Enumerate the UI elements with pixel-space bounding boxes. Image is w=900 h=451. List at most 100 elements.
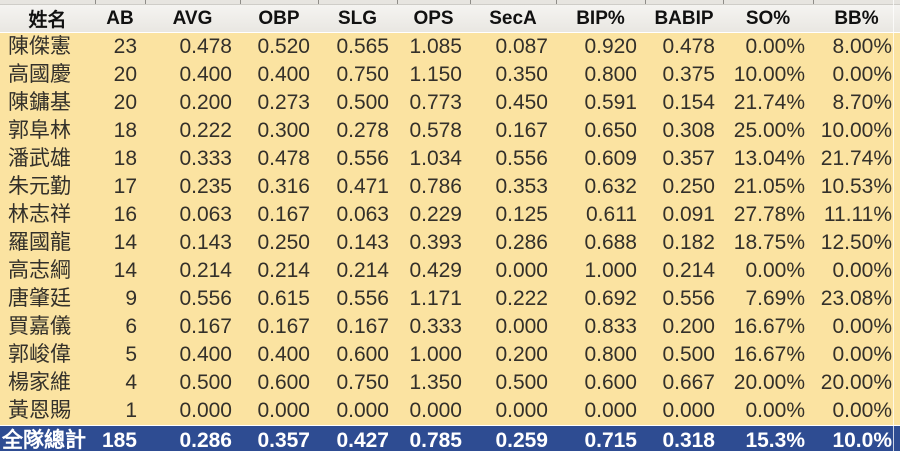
stat-cell-bip-pct[interactable]: 1.000 [556,257,645,285]
stat-cell-so-pct[interactable]: 16.67% [723,341,813,369]
stat-cell-bip-pct[interactable]: 0.688 [556,229,645,257]
stat-cell-slg[interactable]: 0.750 [318,369,397,397]
stat-cell-obp[interactable]: 0.273 [240,89,318,117]
stat-cell-slg[interactable]: 0.750 [318,61,397,89]
stat-cell-avg[interactable]: 0.000 [145,397,240,426]
stat-cell-ops[interactable]: 0.393 [397,229,470,257]
stat-cell-ab[interactable]: 4 [95,369,145,397]
total-stat-cell-bb-pct[interactable]: 10.0% [813,425,900,451]
stat-cell-bip-pct[interactable]: 0.833 [556,313,645,341]
stat-cell-so-pct[interactable]: 21.05% [723,173,813,201]
stat-cell-bip-pct[interactable]: 0.591 [556,89,645,117]
stat-cell-bip-pct[interactable]: 0.000 [556,397,645,426]
stat-cell-ab[interactable]: 14 [95,229,145,257]
stat-cell-obp[interactable]: 0.300 [240,117,318,145]
stat-cell-babip[interactable]: 0.556 [645,285,723,313]
stat-cell-ab[interactable]: 18 [95,117,145,145]
stat-cell-so-pct[interactable]: 25.00% [723,117,813,145]
stat-cell-ops[interactable]: 0.578 [397,117,470,145]
stat-cell-ops[interactable]: 0.333 [397,313,470,341]
stat-cell-babip[interactable]: 0.357 [645,145,723,173]
stat-cell-seca[interactable]: 0.087 [470,32,556,61]
stat-cell-ops[interactable]: 0.429 [397,257,470,285]
column-header-bip-pct[interactable]: BIP% [556,5,645,33]
stat-cell-so-pct[interactable]: 10.00% [723,61,813,89]
stat-cell-seca[interactable]: 0.000 [470,397,556,426]
stat-cell-bb-pct[interactable]: 11.11% [813,201,900,229]
stat-cell-ops[interactable]: 1.034 [397,145,470,173]
stat-cell-obp[interactable]: 0.520 [240,32,318,61]
column-header-seca[interactable]: SecA [470,5,556,33]
stat-cell-so-pct[interactable]: 0.00% [723,257,813,285]
stat-cell-bb-pct[interactable]: 0.00% [813,397,900,426]
stat-cell-babip[interactable]: 0.000 [645,397,723,426]
stat-cell-bb-pct[interactable]: 12.50% [813,229,900,257]
player-name-cell[interactable]: 楊家維 [0,369,95,397]
stat-cell-avg[interactable]: 0.200 [145,89,240,117]
stat-cell-seca[interactable]: 0.353 [470,173,556,201]
player-name-cell[interactable]: 林志祥 [0,201,95,229]
stat-cell-slg[interactable]: 0.278 [318,117,397,145]
total-stat-cell-obp[interactable]: 0.357 [240,425,318,451]
stat-cell-slg[interactable]: 0.167 [318,313,397,341]
stat-cell-ab[interactable]: 17 [95,173,145,201]
stat-cell-ops[interactable]: 0.773 [397,89,470,117]
stat-cell-babip[interactable]: 0.154 [645,89,723,117]
stat-cell-bb-pct[interactable]: 0.00% [813,61,900,89]
player-name-cell[interactable]: 朱元勤 [0,173,95,201]
stat-cell-so-pct[interactable]: 27.78% [723,201,813,229]
stat-cell-ops[interactable]: 0.229 [397,201,470,229]
column-header-bb-pct[interactable]: BB% [813,5,900,33]
player-name-cell[interactable]: 高志綱 [0,257,95,285]
stat-cell-seca[interactable]: 0.000 [470,313,556,341]
stat-cell-ab[interactable]: 9 [95,285,145,313]
stat-cell-bip-pct[interactable]: 0.600 [556,369,645,397]
stat-cell-ab[interactable]: 20 [95,61,145,89]
stat-cell-ops[interactable]: 1.150 [397,61,470,89]
stat-cell-bip-pct[interactable]: 0.650 [556,117,645,145]
column-header-slg[interactable]: SLG [318,5,397,33]
stat-cell-ops[interactable]: 1.171 [397,285,470,313]
stat-cell-obp[interactable]: 0.400 [240,341,318,369]
player-name-cell[interactable]: 郭阜林 [0,117,95,145]
stat-cell-seca[interactable]: 0.200 [470,341,556,369]
stat-cell-so-pct[interactable]: 7.69% [723,285,813,313]
player-name-cell[interactable]: 買嘉儀 [0,313,95,341]
stat-cell-babip[interactable]: 0.478 [645,32,723,61]
stat-cell-obp[interactable]: 0.478 [240,145,318,173]
total-stat-cell-babip[interactable]: 0.318 [645,425,723,451]
stat-cell-avg[interactable]: 0.222 [145,117,240,145]
stat-cell-seca[interactable]: 0.500 [470,369,556,397]
stat-cell-babip[interactable]: 0.200 [645,313,723,341]
stat-cell-avg[interactable]: 0.500 [145,369,240,397]
stat-cell-so-pct[interactable]: 21.74% [723,89,813,117]
stat-cell-avg[interactable]: 0.400 [145,61,240,89]
player-name-cell[interactable]: 陳傑憲 [0,32,95,61]
player-name-cell[interactable]: 郭峻偉 [0,341,95,369]
stat-cell-seca[interactable]: 0.000 [470,257,556,285]
stat-cell-avg[interactable]: 0.214 [145,257,240,285]
stat-cell-avg[interactable]: 0.235 [145,173,240,201]
stat-cell-slg[interactable]: 0.214 [318,257,397,285]
player-name-cell[interactable]: 陳鏞基 [0,89,95,117]
stat-cell-ops[interactable]: 0.786 [397,173,470,201]
stat-cell-bb-pct[interactable]: 23.08% [813,285,900,313]
stat-cell-so-pct[interactable]: 16.67% [723,313,813,341]
stat-cell-bip-pct[interactable]: 0.800 [556,61,645,89]
stat-cell-ab[interactable]: 6 [95,313,145,341]
stat-cell-bip-pct[interactable]: 0.920 [556,32,645,61]
stat-cell-bb-pct[interactable]: 8.70% [813,89,900,117]
total-stat-cell-seca[interactable]: 0.259 [470,425,556,451]
player-name-cell[interactable]: 高國慶 [0,61,95,89]
stat-cell-obp[interactable]: 0.214 [240,257,318,285]
stat-cell-obp[interactable]: 0.250 [240,229,318,257]
stat-cell-bb-pct[interactable]: 21.74% [813,145,900,173]
column-header-babip[interactable]: BABIP [645,5,723,33]
stat-cell-babip[interactable]: 0.308 [645,117,723,145]
stat-cell-avg[interactable]: 0.063 [145,201,240,229]
total-stat-cell-ab[interactable]: 185 [95,425,145,451]
stat-cell-bb-pct[interactable]: 0.00% [813,257,900,285]
total-stat-cell-ops[interactable]: 0.785 [397,425,470,451]
stat-cell-seca[interactable]: 0.125 [470,201,556,229]
stat-cell-ab[interactable]: 20 [95,89,145,117]
